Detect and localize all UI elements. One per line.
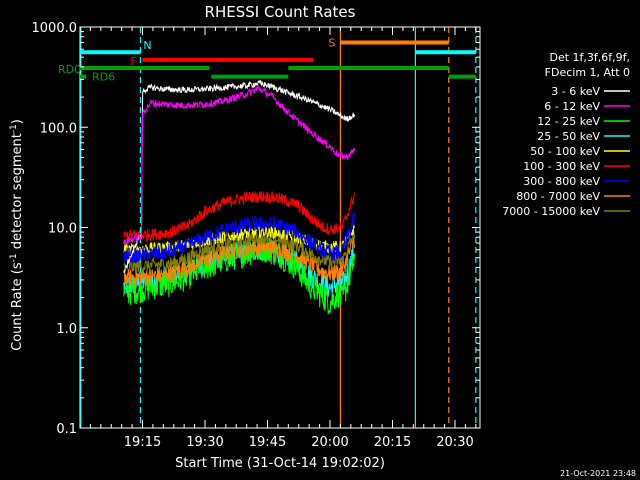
legend-header-line1: Det 1f,3f,6f,9f, <box>549 51 630 64</box>
legend-entry-label: 12 - 25 keV <box>537 115 600 128</box>
legend-entry-label: 25 - 50 keV <box>537 130 600 143</box>
y-tick-label: 1.0 <box>56 322 77 337</box>
chart-title: RHESSI Count Rates <box>205 3 356 21</box>
series-line <box>123 191 356 243</box>
x-tick-label: 19:45 <box>249 435 286 450</box>
flag-label-rd0: RD0 <box>58 63 81 76</box>
legend-entry-label: 6 - 12 keV <box>544 100 600 113</box>
legend-entry-label: 800 - 7000 keV <box>516 190 600 203</box>
legend-entry-label: 7000 - 15000 keV <box>502 205 600 218</box>
x-tick-label: 20:00 <box>311 435 348 450</box>
legend-entry-label: 3 - 6 keV <box>551 85 600 98</box>
y-tick-label: 0.1 <box>56 422 77 437</box>
flag-label-s: S <box>328 37 335 50</box>
y-axis: 1000.0 100.0 10.0 1.0 0.1 <box>32 21 480 437</box>
x-tick-label: 20:30 <box>436 435 473 450</box>
x-tick-label: 19:15 <box>124 435 161 450</box>
series-line <box>123 211 356 264</box>
legend-entry-label: 300 - 800 keV <box>523 175 600 188</box>
legend-header-line2: FDecim 1, Att 0 <box>545 66 630 79</box>
legend: Det 1f,3f,6f,9f, FDecim 1, Att 0 3 - 6 k… <box>502 51 630 218</box>
series-line <box>123 79 356 273</box>
x-tick-label: 20:15 <box>374 435 411 450</box>
flag-label-f: F <box>131 55 137 68</box>
y-tick-label: 100.0 <box>40 121 77 136</box>
flag-label-n: N <box>143 39 151 52</box>
legend-entry-label: 100 - 300 keV <box>523 160 600 173</box>
legend-entry-label: 50 - 100 keV <box>530 145 600 158</box>
y-axis-label: Count Rate (s-1 detector segment-1) <box>9 119 25 351</box>
footer-date: 21-Oct-2021 23:48 <box>560 469 636 478</box>
plot-area <box>80 27 477 428</box>
series-line <box>123 84 356 245</box>
x-tick-label: 19:30 <box>186 435 223 450</box>
y-tick-label: 1000.0 <box>32 21 78 36</box>
x-axis: 19:15 19:30 19:45 20:00 20:15 20:30 <box>79 27 477 450</box>
y-tick-label: 10.0 <box>48 222 77 237</box>
x-axis-label: Start Time (31-Oct-14 19:02:02) <box>175 456 385 471</box>
flag-label-rd6: RD6 <box>92 71 115 84</box>
